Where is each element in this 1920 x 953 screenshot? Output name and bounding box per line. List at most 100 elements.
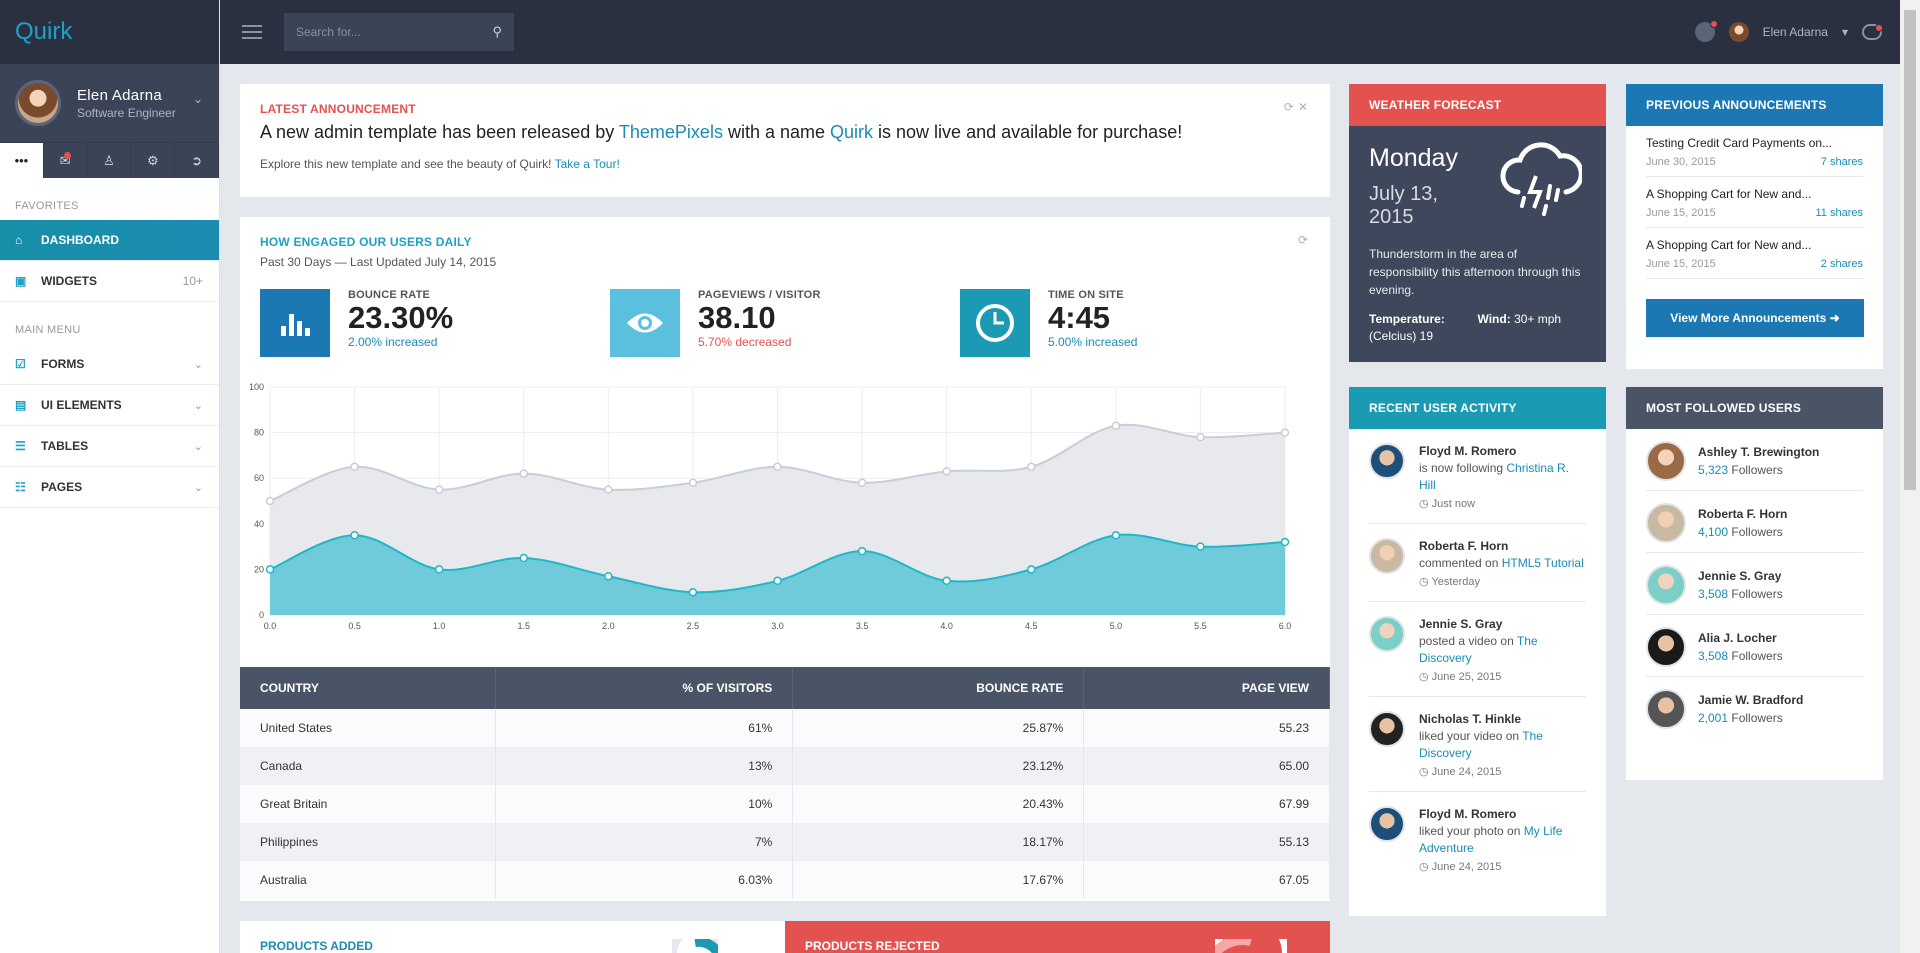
refresh-icon[interactable]: ⟳ [1283,100,1298,114]
user-name[interactable]: Roberta F. Horn [1698,507,1788,521]
sidebar: Quirk Elen Adarna Software Engineer ⌄ ••… [0,0,220,953]
themepixels-link[interactable]: ThemePixels [618,122,723,142]
column-header[interactable]: Country [240,667,497,709]
activity-user-name[interactable]: Roberta F. Horn [1419,539,1509,553]
avatar[interactable] [1369,616,1405,652]
x-tick-label: 6.0 [1279,621,1292,631]
activity-time: Just now [1431,498,1476,510]
activity-target-link[interactable]: The Discovery [1419,634,1538,665]
search-icon[interactable]: ⚲ [492,24,502,39]
activity-user-name[interactable]: Nicholas T. Hinkle [1419,712,1522,726]
column-header[interactable]: Page View [1083,667,1330,709]
list-item[interactable]: A Shopping Cart for New and... June 15, … [1646,228,1863,279]
refresh-icon[interactable]: ⟳ [1297,233,1312,247]
table-row: Canada 13% 23.12% 65.00 [240,747,1330,785]
stat-value: 23.30% [348,300,454,335]
recent-activity-title: Recent User Activity [1369,401,1517,415]
gear-icon[interactable]: ⚙ [131,143,176,178]
activity-target-link[interactable]: Christina R. Hill [1419,461,1570,492]
app-logo[interactable]: Quirk [15,18,73,45]
products-rejected-donut [1215,939,1287,953]
followers-label: Followers [1731,525,1783,539]
close-icon[interactable]: ✕ [1297,100,1312,114]
sidebar-item-pages[interactable]: ☷ Pages ⌄ [0,467,219,508]
sidebar-item-dashboard[interactable]: ⌂ Dashboard [0,220,219,261]
table-row: Philippines 7% 18.17% 55.13 [240,823,1330,861]
caret-down-icon[interactable]: ▾ [1841,25,1848,39]
arrow-right-icon: ➜ [1829,311,1840,325]
activity-target-link[interactable]: The Discovery [1419,729,1543,760]
avatar[interactable] [1646,627,1686,667]
table-cell: 17.67% [792,861,1085,899]
header-user-name[interactable]: Elen Adarna [1762,25,1828,39]
activity-target-link[interactable]: My Life Adventure [1419,824,1563,855]
stats-row: Bounce Rate 23.30% 2.00% increased Pagev… [260,289,1310,357]
avatar[interactable] [1646,565,1686,605]
subtext: Explore this new template and see the be… [260,157,555,171]
avatar[interactable] [1369,538,1405,574]
temperature-value: (Celcius) 19 [1369,329,1434,343]
quirk-link[interactable]: Quirk [830,122,874,142]
activity-target-link[interactable]: HTML5 Tutorial [1501,556,1584,570]
list-item[interactable]: A Shopping Cart for New and... June 15, … [1646,177,1863,228]
data-point [1196,542,1205,551]
user-name[interactable]: Jennie S. Gray [1698,569,1782,583]
activity-time: June 25, 2015 [1431,671,1502,683]
chat-icon[interactable] [1862,24,1883,40]
avatar[interactable] [1369,443,1405,479]
sidebar-item-ui-elements[interactable]: ▤ UI Elements ⌄ [0,385,219,426]
stat-label: Time On Site [1048,289,1124,301]
table-cell: 65.00 [1083,747,1330,785]
announcement-link[interactable]: Testing Credit Card Payments on... [1646,136,1833,150]
chevron-down-icon[interactable]: ⌄ [192,92,203,106]
avatar[interactable] [1369,806,1405,842]
avatar[interactable] [1646,503,1686,543]
main-menu-label: Main Menu [15,324,81,336]
view-more-announcements-button[interactable]: View More Announcements ➜ [1646,299,1864,337]
user-name[interactable]: Alia J. Locher [1698,631,1777,645]
clock-icon: ◷ [1419,498,1429,510]
user-icon[interactable]: ♙ [88,143,132,178]
top-header: ⚲ Elen Adarna ▾ [220,0,1900,64]
headline-text: is now live and available for purchase! [873,122,1183,142]
column-header[interactable]: % of Visitors [495,667,794,709]
sidebar-item-label: Tables [41,439,89,453]
activity-user-name[interactable]: Floyd M. Romero [1419,807,1517,821]
sidebar-item-label: Dashboard [41,233,119,247]
logout-icon[interactable]: ➲ [175,143,219,178]
announcement-link[interactable]: A Shopping Cart for New and... [1646,187,1812,201]
avatar[interactable] [1369,711,1405,747]
activity-user-name[interactable]: Floyd M. Romero [1419,444,1517,458]
sidebar-profile[interactable]: Elen Adarna Software Engineer ⌄ [0,64,219,142]
activity-time: June 24, 2015 [1431,861,1502,873]
avatar[interactable] [1728,22,1749,42]
shares-count[interactable]: 7 shares [1820,156,1863,168]
avatar[interactable] [1646,441,1686,481]
search-input[interactable] [296,25,493,39]
y-tick-label: 0 [259,610,264,620]
user-name[interactable]: Ashley T. Brewington [1698,445,1820,459]
products-rejected-panel: Products Rejected [785,921,1330,953]
table-cell: 61% [495,709,794,747]
data-point [1111,530,1121,540]
avatar[interactable] [1646,689,1686,729]
user-name[interactable]: Jamie W. Bradford [1698,693,1804,707]
take-tour-link[interactable]: Take a Tour! [554,157,620,171]
sidebar-item-forms[interactable]: ☑ Forms ⌄ [0,344,219,385]
shares-count[interactable]: 11 shares [1815,207,1864,219]
sidebar-item-tables[interactable]: ☰ Tables ⌄ [0,426,219,467]
column-header[interactable]: Bounce Rate [792,667,1085,709]
scrollbar-thumb[interactable] [1904,10,1916,490]
mail-icon[interactable]: ✉ [44,143,88,178]
shares-count[interactable]: 2 shares [1820,258,1863,270]
sidebar-item-widgets[interactable]: ▣ Widgets 10+ [0,261,219,302]
globe-icon[interactable] [1694,20,1718,42]
list-item[interactable]: Testing Credit Card Payments on... June … [1646,126,1863,177]
more-icon[interactable]: ••• [0,143,44,178]
activity-user-name[interactable]: Jennie S. Gray [1419,617,1503,631]
stat-time-on-site: Time On Site 4:45 5.00% increased [960,289,1310,357]
announcement-link[interactable]: A Shopping Cart for New and... [1646,238,1812,252]
page-scrollbar[interactable] [1900,0,1920,953]
hamburger-menu-icon[interactable] [242,21,262,43]
stat-value: 4:45 [1048,300,1111,335]
